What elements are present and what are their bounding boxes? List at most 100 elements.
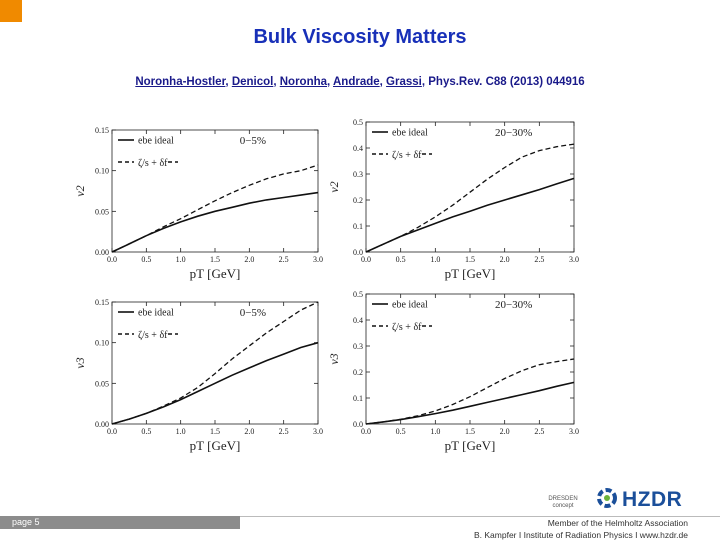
- legend-label: ebe ideal: [138, 308, 174, 319]
- page-number: page 5: [12, 517, 40, 527]
- x-tick-label: 2.5: [279, 427, 289, 436]
- x-tick-label: 2.5: [534, 427, 544, 436]
- series-line-solid: [365, 381, 575, 425]
- plot-frame: [111, 129, 319, 253]
- orange-corner-mark: [0, 0, 22, 22]
- legend-label: ebe ideal: [392, 128, 428, 139]
- series-line-dashed: [365, 143, 575, 253]
- hzdr-logo-icon: [597, 488, 617, 508]
- x-tick-label: 0.0: [361, 255, 371, 264]
- y-tick-label: 0.4: [353, 316, 363, 325]
- centrality-label: 0−5%: [240, 135, 266, 147]
- chart-svg: 0.0 0.5 1.0 1.5 2.0 2.5 3.0 0.00 0.05 0.10 0.15 v2 p…: [73, 118, 579, 453]
- x-tick-label: 1.5: [465, 427, 475, 436]
- x-tick-label: 1.0: [176, 255, 186, 264]
- hzdr-logo: HZDR: [596, 487, 696, 513]
- x-tick-label: 1.0: [176, 427, 186, 436]
- dresden-concept-logo: DRESDEN concept: [536, 490, 594, 512]
- x-tick-label: 2.0: [500, 427, 510, 436]
- centrality-label: 0−5%: [240, 307, 266, 319]
- citation-journal: , Phys.Rev. C88 (2013) 044916: [421, 76, 585, 88]
- series-line-dashed: [111, 164, 319, 253]
- y-tick-label: 0.00: [95, 420, 109, 429]
- footer-member: Member of the Helmholtz Association: [547, 518, 688, 528]
- plot-frame: [111, 301, 319, 425]
- x-tick-label: 3.0: [569, 427, 579, 436]
- hzdr-logo-text: HZDR: [622, 488, 683, 511]
- citation-author[interactable]: Grassi: [386, 76, 422, 88]
- y-tick-label: 0.15: [95, 126, 109, 135]
- legend-label: ζ/s + δf: [392, 322, 422, 333]
- y-tick-label: 0.4: [353, 144, 363, 153]
- x-axis-label: pT [GeV]: [445, 438, 496, 453]
- legend-label: ζ/s + δf: [138, 158, 168, 169]
- y-tick-label: 0.2: [353, 368, 363, 377]
- footer-bar: [0, 516, 240, 529]
- footer-line: [240, 516, 720, 530]
- x-tick-label: 1.5: [465, 255, 475, 264]
- x-tick-label: 0.0: [107, 255, 117, 264]
- y-tick-label: 0.05: [95, 379, 109, 388]
- citation-author[interactable]: Noronha: [279, 76, 328, 88]
- x-tick-label: 2.5: [279, 255, 289, 264]
- x-tick-label: 2.0: [500, 255, 510, 264]
- x-tick-label: 2.0: [244, 427, 254, 436]
- x-tick-label: 3.0: [569, 255, 579, 264]
- centrality-label: 20−30%: [495, 127, 532, 139]
- y-tick-label: 0.10: [95, 339, 109, 348]
- citation-author[interactable]: Denicol: [231, 76, 274, 88]
- series-line-solid: [111, 341, 319, 425]
- y-tick-label: 0.00: [95, 248, 109, 257]
- y-tick-label: 0.05: [95, 207, 109, 216]
- slide-title: Bulk Viscosity Matters: [253, 26, 467, 48]
- y-tick-label: 0.2: [353, 196, 363, 205]
- y-tick-label: 0.5: [353, 290, 363, 299]
- legend-label: ζ/s + δf: [138, 330, 168, 341]
- centrality-label: 20−30%: [495, 299, 532, 311]
- series-line-dashed: [365, 358, 575, 425]
- x-tick-label: 3.0: [313, 255, 323, 264]
- x-tick-label: 1.5: [210, 255, 220, 264]
- chart-grid: 0.0 0.5 1.0 1.5 2.0 2.5 3.0 0.00 0.05 0.10 0.15 v2 p…: [72, 108, 612, 468]
- y-tick-label: 0.10: [95, 167, 109, 176]
- x-tick-label: 0.5: [141, 255, 151, 264]
- x-tick-label: 3.0: [313, 427, 323, 436]
- series-line-dashed: [111, 301, 319, 425]
- y-tick-label: 0.15: [95, 298, 109, 307]
- x-tick-label: 0.0: [107, 427, 117, 436]
- y-tick-label: 0.1: [353, 394, 363, 403]
- y-tick-label: 0.0: [353, 248, 363, 257]
- x-tick-label: 0.0: [361, 427, 371, 436]
- citation-author[interactable]: Noronha-Hostler: [135, 76, 226, 88]
- legend-label: ebe ideal: [138, 136, 174, 147]
- y-tick-label: 0.5: [353, 118, 363, 127]
- x-tick-label: 1.0: [430, 255, 440, 264]
- footer-contact: B. Kampfer I Institute of Radiation Phys…: [473, 530, 688, 540]
- x-axis-label: pT [GeV]: [190, 438, 241, 453]
- x-axis-label: pT [GeV]: [445, 266, 496, 281]
- y-tick-label: 0.3: [353, 342, 363, 351]
- x-tick-label: 1.0: [430, 427, 440, 436]
- citation: Noronha-Hostler, Denicol, Noronha, Andra…: [135, 76, 585, 88]
- series-line-solid: [111, 191, 319, 253]
- x-tick-label: 2.5: [534, 255, 544, 264]
- y-tick-label: 0.1: [353, 222, 363, 231]
- y-tick-label: 0.0: [353, 420, 363, 429]
- y-axis-label: v3: [327, 353, 341, 364]
- y-axis-label: v2: [73, 185, 87, 196]
- y-tick-label: 0.3: [353, 170, 363, 179]
- y-axis-label: v2: [327, 181, 341, 192]
- dresden-logo-text: DRESDEN concept: [548, 496, 578, 509]
- x-tick-label: 1.5: [210, 427, 220, 436]
- series-line-solid: [365, 177, 575, 253]
- plot-frame: [365, 293, 575, 425]
- citation-author[interactable]: Andrade: [333, 76, 380, 88]
- y-axis-label: v3: [73, 357, 87, 368]
- x-axis-label: pT [GeV]: [190, 266, 241, 281]
- plot-frame: [365, 121, 575, 253]
- legend-label: ebe ideal: [392, 300, 428, 311]
- x-tick-label: 0.5: [396, 427, 406, 436]
- x-tick-label: 2.0: [244, 255, 254, 264]
- legend-label: ζ/s + δf: [392, 150, 422, 161]
- x-tick-label: 0.5: [396, 255, 406, 264]
